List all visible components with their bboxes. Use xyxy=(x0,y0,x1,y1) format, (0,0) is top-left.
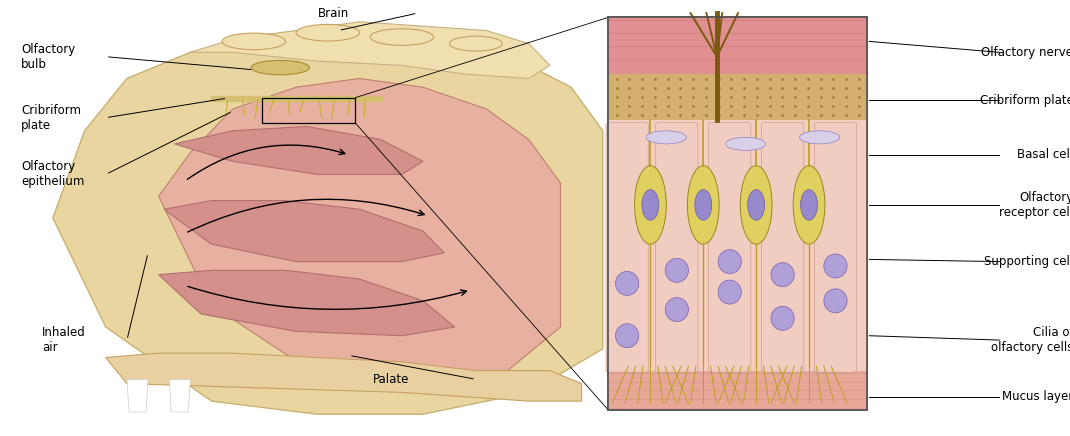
Ellipse shape xyxy=(799,131,840,144)
Text: Palate: Palate xyxy=(373,373,410,386)
FancyBboxPatch shape xyxy=(762,123,804,372)
Ellipse shape xyxy=(223,33,286,50)
Polygon shape xyxy=(127,379,148,412)
Ellipse shape xyxy=(646,131,686,144)
Ellipse shape xyxy=(615,324,639,348)
Polygon shape xyxy=(164,201,444,262)
Ellipse shape xyxy=(793,166,825,244)
Polygon shape xyxy=(158,78,561,384)
Bar xyxy=(608,17,867,74)
Ellipse shape xyxy=(824,254,847,278)
Text: Olfactory nerve: Olfactory nerve xyxy=(981,46,1070,59)
Bar xyxy=(608,371,867,410)
Ellipse shape xyxy=(694,190,712,220)
Text: Cribriform
plate: Cribriform plate xyxy=(21,104,81,132)
Text: Supporting cell: Supporting cell xyxy=(984,255,1070,268)
Ellipse shape xyxy=(718,249,742,274)
Ellipse shape xyxy=(642,190,659,220)
FancyBboxPatch shape xyxy=(708,123,751,372)
Ellipse shape xyxy=(800,190,817,220)
Ellipse shape xyxy=(824,289,847,313)
Polygon shape xyxy=(106,353,582,401)
Ellipse shape xyxy=(687,166,719,244)
Text: Mucus layer: Mucus layer xyxy=(1003,390,1070,403)
Bar xyxy=(608,17,867,410)
Ellipse shape xyxy=(748,190,765,220)
Polygon shape xyxy=(174,126,423,174)
Bar xyxy=(608,17,867,410)
Text: Brain: Brain xyxy=(318,7,349,20)
Text: Inhaled
air: Inhaled air xyxy=(43,326,86,354)
Ellipse shape xyxy=(296,24,360,41)
Text: Cilia of
olfactory cells: Cilia of olfactory cells xyxy=(991,326,1070,354)
Ellipse shape xyxy=(666,258,688,283)
Text: Olfactory
receptor cell: Olfactory receptor cell xyxy=(999,191,1070,219)
Bar xyxy=(608,74,867,120)
Ellipse shape xyxy=(666,298,688,322)
Bar xyxy=(608,120,867,410)
FancyBboxPatch shape xyxy=(656,123,698,372)
Text: Olfactory
bulb: Olfactory bulb xyxy=(21,43,75,71)
Polygon shape xyxy=(52,26,602,414)
Ellipse shape xyxy=(725,137,766,150)
Bar xyxy=(262,98,355,123)
Ellipse shape xyxy=(615,271,639,296)
Ellipse shape xyxy=(718,280,742,304)
Text: Cribriform plate: Cribriform plate xyxy=(979,94,1070,107)
FancyBboxPatch shape xyxy=(814,123,857,372)
Ellipse shape xyxy=(771,262,794,287)
Ellipse shape xyxy=(251,61,309,75)
Ellipse shape xyxy=(370,29,433,45)
Polygon shape xyxy=(169,379,190,412)
Ellipse shape xyxy=(635,166,667,244)
Polygon shape xyxy=(158,270,455,336)
Polygon shape xyxy=(190,22,550,78)
Text: Olfactory
epithelium: Olfactory epithelium xyxy=(21,160,85,188)
Ellipse shape xyxy=(449,36,502,51)
Ellipse shape xyxy=(771,306,794,330)
Text: Basal cell: Basal cell xyxy=(1018,148,1070,161)
FancyBboxPatch shape xyxy=(606,123,648,372)
Ellipse shape xyxy=(740,166,773,244)
